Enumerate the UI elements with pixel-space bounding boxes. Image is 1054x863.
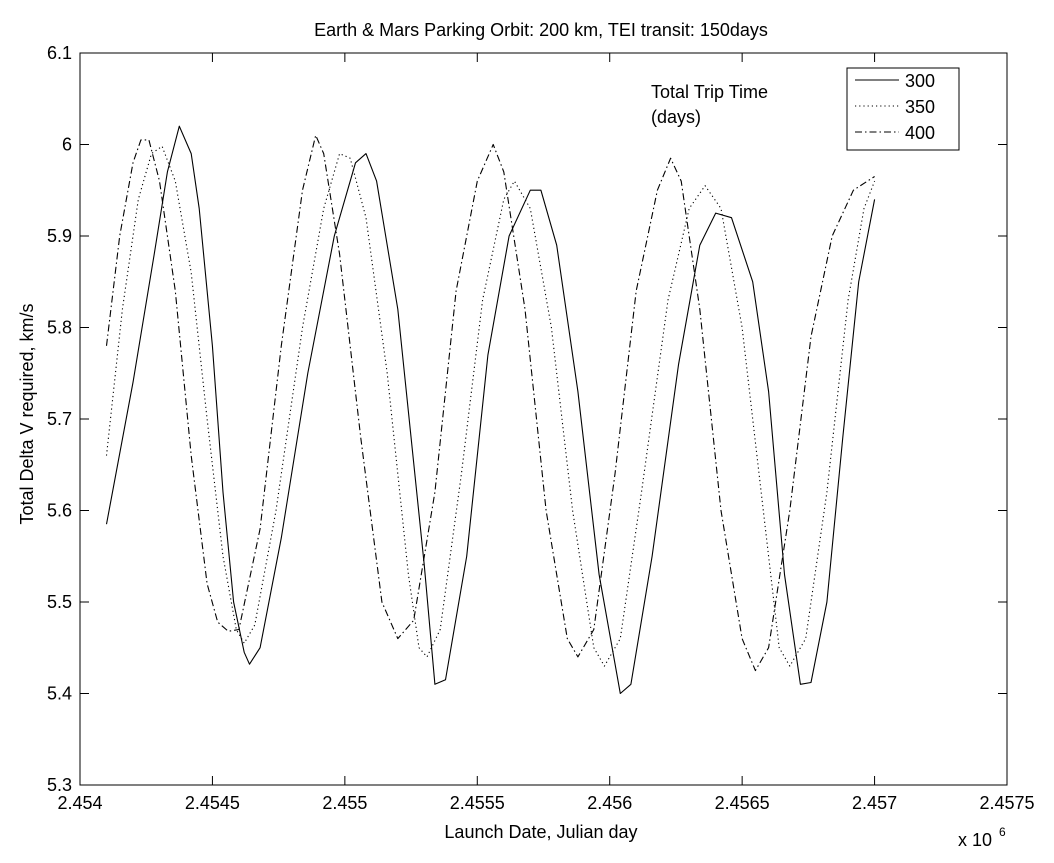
x-tick-label: 2.454 bbox=[57, 793, 102, 813]
legend-title-line: (days) bbox=[651, 107, 701, 127]
y-axis-label: Total Delta V required, km/s bbox=[17, 303, 37, 524]
x-tick-label: 2.4565 bbox=[715, 793, 770, 813]
legend: 300 350 400 Total Trip Time (days) bbox=[651, 67, 960, 151]
legend-label-300: 300 bbox=[905, 71, 935, 91]
plot-frame bbox=[79, 52, 1008, 786]
y-tick-label: 5.9 bbox=[47, 226, 72, 246]
x-tick-label: 2.4575 bbox=[979, 793, 1034, 813]
y-tick-label: 5.7 bbox=[47, 409, 72, 429]
legend-label-400: 400 bbox=[905, 123, 935, 143]
x-tick-label: 2.4555 bbox=[450, 793, 505, 813]
legend-title-line: Total Trip Time bbox=[651, 82, 768, 102]
x-axis-label: Launch Date, Julian day bbox=[444, 822, 637, 842]
x-axis-multiplier: x 10 6 bbox=[958, 825, 1006, 850]
y-tick-label: 6 bbox=[62, 135, 72, 155]
y-tick-label: 6.1 bbox=[47, 43, 72, 63]
x-tick-label: 2.457 bbox=[852, 793, 897, 813]
y-tick-label: 5.5 bbox=[47, 592, 72, 612]
legend-box bbox=[846, 67, 960, 151]
axes: 2.454 2.4545 2.455 2.4555 2.456 2.4565 2.457 2.… bbox=[47, 43, 1035, 813]
y-tick-label: 5.3 bbox=[47, 775, 72, 795]
series-line-400 bbox=[105, 134, 875, 672]
series-lines bbox=[105, 125, 876, 695]
y-tick-label: 5.6 bbox=[47, 501, 72, 521]
x-tick-label: 2.4545 bbox=[185, 793, 240, 813]
y-tick-label: 5.4 bbox=[47, 684, 72, 704]
y-tick-label: 5.8 bbox=[47, 318, 72, 338]
legend-label-350: 350 bbox=[905, 97, 935, 117]
x-tick-label: 2.455 bbox=[322, 793, 367, 813]
series-line-350 bbox=[105, 145, 876, 667]
series-line-300 bbox=[105, 125, 876, 695]
x-tick-label: 2.456 bbox=[587, 793, 632, 813]
x-multiplier-exponent: 6 bbox=[999, 825, 1006, 839]
x-multiplier-base: x 10 bbox=[958, 830, 992, 850]
chart-title: Earth & Mars Parking Orbit: 200 km, TEI … bbox=[314, 20, 768, 40]
